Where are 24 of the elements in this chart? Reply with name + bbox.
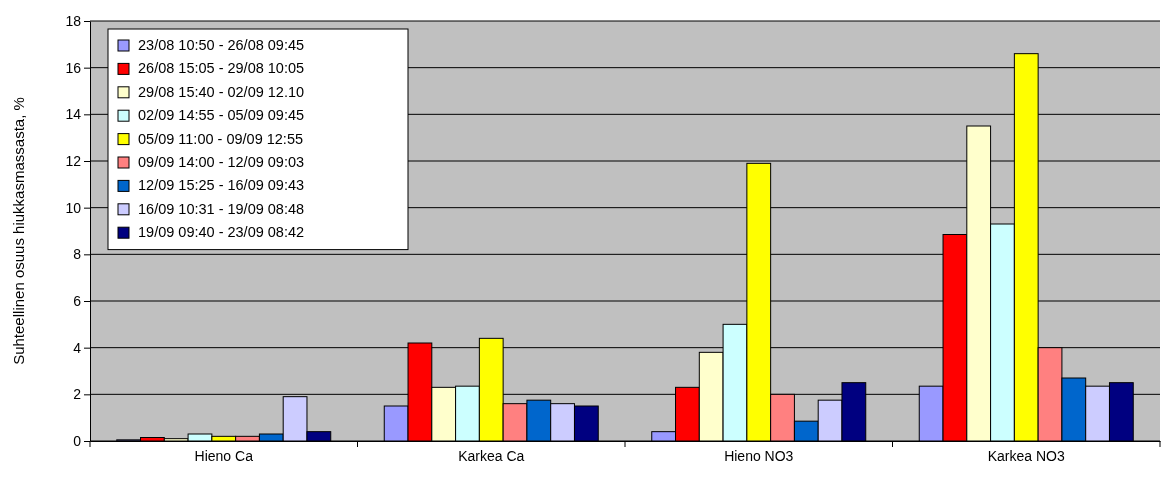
y-tick-label: 14 [65,106,82,123]
legend-label: 09/09 14:00 - 12/09 09:03 [138,154,305,170]
legend-label: 12/09 15:25 - 16/09 09:43 [138,177,305,194]
x-tick-label: Karkea NO3 [987,447,1065,464]
legend-label: 23/08 10:50 - 26/08 09:45 [138,37,305,53]
y-axis-title: Suhteellinen osuus hiukkasmassasta, % [10,97,27,365]
x-tick-label: Hieno Ca [194,447,254,464]
y-tick-label: 12 [65,152,82,169]
y-tick-label: 16 [65,59,82,76]
x-tick-label: Karkea Ca [458,447,525,464]
x-tick-label: Hieno NO3 [724,447,794,464]
y-tick-label: 6 [73,292,82,309]
y-tick-label: 10 [65,199,82,216]
legend-label: 16/09 10:31 - 19/09 08:48 [138,200,305,217]
legend-label: 26/08 15:05 - 29/08 10:05 [138,60,305,77]
y-tick-label: 18 [65,12,82,29]
legend-label: 05/09 11:00 - 09/09 12:55 [138,130,304,147]
y-tick-label: 8 [73,246,82,263]
y-tick-label: 2 [73,386,82,403]
y-tick-label: 0 [73,432,82,449]
legend-label: 29/08 15:40 - 02/09 12.10 [138,83,305,100]
y-tick-label: 4 [73,339,82,356]
legend-label: 02/09 14:55 - 05/09 09:45 [138,107,305,124]
legend-label: 19/09 09:40 - 23/09 08:42 [138,224,305,241]
